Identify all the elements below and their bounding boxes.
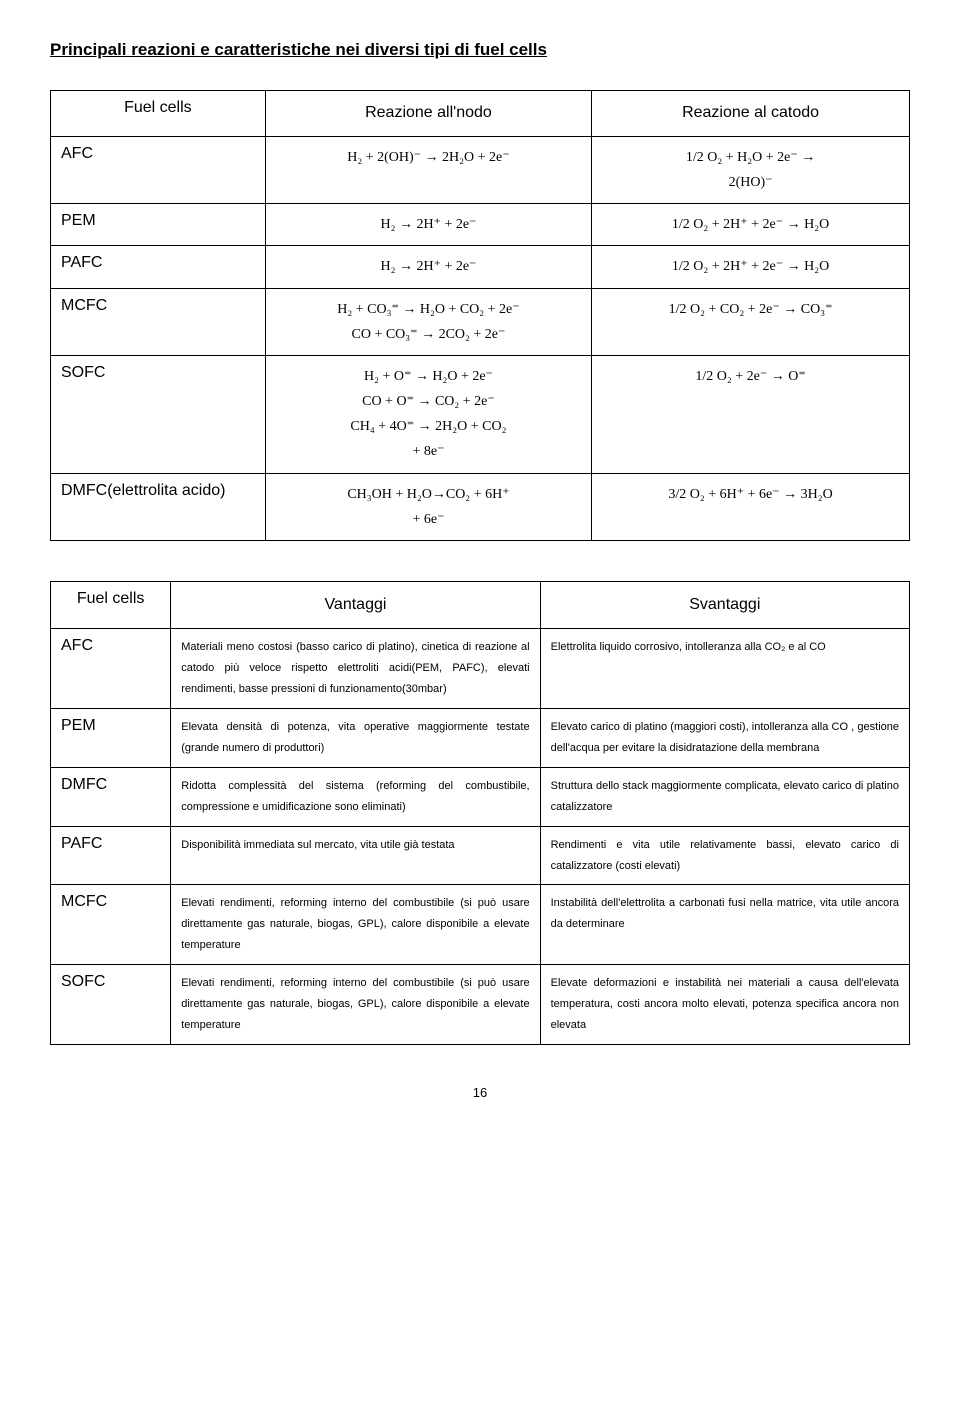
- row-label: AFC: [51, 136, 266, 203]
- reactions-table: Fuel cells Reazione all'nodo Reazione al…: [50, 90, 910, 541]
- row-label: SOFC: [51, 355, 266, 473]
- row-cathode: 1/2 O₂ + CO₂ + 2e⁻ → CO₃⁼: [592, 288, 910, 355]
- table-header-row: Fuel cells Vantaggi Svantaggi: [51, 582, 910, 629]
- row-cathode: 3/2 O₂ + 6H⁺ + 6e⁻ → 3H₂O: [592, 473, 910, 540]
- row-label: MCFC: [51, 288, 266, 355]
- header-vantaggi: Vantaggi: [171, 582, 540, 629]
- table-row: PEM H₂ → 2H⁺ + 2e⁻ 1/2 O₂ + 2H⁺ + 2e⁻ → …: [51, 204, 910, 246]
- row-vantaggi: Elevati rendimenti, reforming interno de…: [171, 965, 540, 1045]
- table-row: SOFC Elevati rendimenti, reforming inter…: [51, 965, 910, 1045]
- row-anode: H₂ → 2H⁺ + 2e⁻: [265, 246, 591, 288]
- row-anode: H₂ + O⁼ → H₂O + 2e⁻CO + O⁼ → CO₂ + 2e⁻CH…: [265, 355, 591, 473]
- row-label: PEM: [51, 204, 266, 246]
- row-cathode: 1/2 O₂ + 2e⁻ → O⁼: [592, 355, 910, 473]
- header-svantaggi: Svantaggi: [540, 582, 909, 629]
- header-anode: Reazione all'nodo: [265, 91, 591, 137]
- table-row: PEM Elevata densità di potenza, vita ope…: [51, 709, 910, 768]
- row-label: SOFC: [51, 965, 171, 1045]
- row-cathode: 1/2 O₂ + 2H⁺ + 2e⁻ → H₂O: [592, 204, 910, 246]
- row-vantaggi: Elevati rendimenti, reforming interno de…: [171, 885, 540, 965]
- row-vantaggi: Materiali meno costosi (basso carico di …: [171, 629, 540, 709]
- row-svantaggi: Elevato carico di platino (maggiori cost…: [540, 709, 909, 768]
- table-row: MCFC H₂ + CO₃⁼ → H₂O + CO₂ + 2e⁻CO + CO₃…: [51, 288, 910, 355]
- header-cathode: Reazione al catodo: [592, 91, 910, 137]
- table-row: PAFC H₂ → 2H⁺ + 2e⁻ 1/2 O₂ + 2H⁺ + 2e⁻ →…: [51, 246, 910, 288]
- row-vantaggi: Disponibilità immediata sul mercato, vit…: [171, 826, 540, 885]
- row-cathode: 1/2 O₂ + 2H⁺ + 2e⁻ → H₂O: [592, 246, 910, 288]
- row-svantaggi: Rendimenti e vita utile relativamente ba…: [540, 826, 909, 885]
- row-cathode: 1/2 O₂ + H₂O + 2e⁻ →2(HO)⁻: [592, 136, 910, 203]
- row-svantaggi: Elettrolita liquido corrosivo, intollera…: [540, 629, 909, 709]
- row-label: DMFC(elettrolita acido): [51, 473, 266, 540]
- table-row: PAFC Disponibilità immediata sul mercato…: [51, 826, 910, 885]
- row-anode: H₂ + CO₃⁼ → H₂O + CO₂ + 2e⁻CO + CO₃⁼ → 2…: [265, 288, 591, 355]
- row-anode: CH₃OH + H₂O→CO₂ + 6H⁺+ 6e⁻: [265, 473, 591, 540]
- row-vantaggi: Elevata densità di potenza, vita operati…: [171, 709, 540, 768]
- table-row: AFC H₂ + 2(OH)⁻ → 2H₂O + 2e⁻ 1/2 O₂ + H₂…: [51, 136, 910, 203]
- row-label: PAFC: [51, 826, 171, 885]
- row-anode: H₂ → 2H⁺ + 2e⁻: [265, 204, 591, 246]
- page-title: Principali reazioni e caratteristiche ne…: [50, 40, 910, 60]
- page-number: 16: [50, 1085, 910, 1100]
- row-label: PEM: [51, 709, 171, 768]
- row-svantaggi: Instabilità dell'elettrolita a carbonati…: [540, 885, 909, 965]
- row-vantaggi: Ridotta complessità del sistema (reformi…: [171, 767, 540, 826]
- row-svantaggi: Struttura dello stack maggiormente compl…: [540, 767, 909, 826]
- row-svantaggi: Elevate deformazioni e instabilità nei m…: [540, 965, 909, 1045]
- row-label: AFC: [51, 629, 171, 709]
- table-row: DMFC Ridotta complessità del sistema (re…: [51, 767, 910, 826]
- table-row: MCFC Elevati rendimenti, reforming inter…: [51, 885, 910, 965]
- row-label: DMFC: [51, 767, 171, 826]
- row-label: PAFC: [51, 246, 266, 288]
- row-anode: H₂ + 2(OH)⁻ → 2H₂O + 2e⁻: [265, 136, 591, 203]
- table-row: DMFC(elettrolita acido) CH₃OH + H₂O→CO₂ …: [51, 473, 910, 540]
- table-row: AFC Materiali meno costosi (basso carico…: [51, 629, 910, 709]
- row-label: MCFC: [51, 885, 171, 965]
- header-fuel-cells: Fuel cells: [51, 91, 266, 137]
- advantages-table: Fuel cells Vantaggi Svantaggi AFC Materi…: [50, 581, 910, 1045]
- table-row: SOFC H₂ + O⁼ → H₂O + 2e⁻CO + O⁼ → CO₂ + …: [51, 355, 910, 473]
- table-header-row: Fuel cells Reazione all'nodo Reazione al…: [51, 91, 910, 137]
- header-fuel-cells: Fuel cells: [51, 582, 171, 629]
